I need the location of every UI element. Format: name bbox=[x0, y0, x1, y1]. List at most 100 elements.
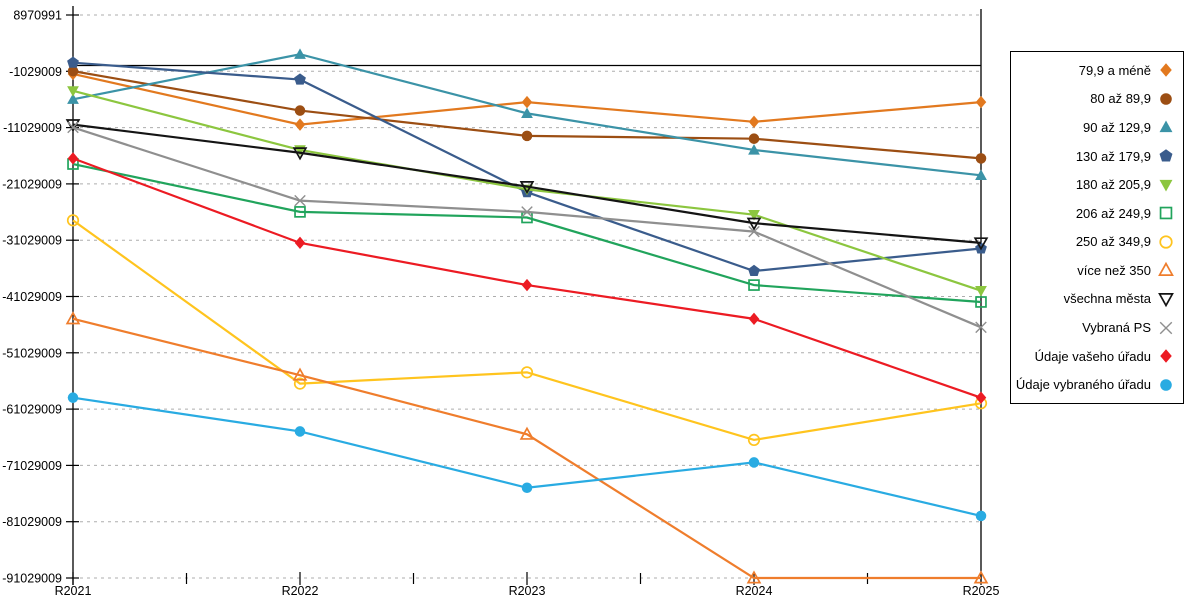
legend-item-90-az-129-9: 90 až 129,9 bbox=[1011, 113, 1183, 142]
legend-item-vsechna-mesta: všechna města bbox=[1011, 285, 1183, 314]
legend-marker-shape-udaje-vybraneho-uradu bbox=[1160, 378, 1172, 391]
marker-triangle-down-vsechna-mesta bbox=[292, 147, 308, 161]
legend-item-79-9-a-mene: 79,9 a méně bbox=[1011, 56, 1183, 85]
y-tick-label: -51029009 bbox=[2, 346, 62, 360]
y-tick-label: -1029009 bbox=[9, 65, 62, 79]
marker-triangle-up-vice-nez-350 bbox=[519, 426, 535, 440]
marker-triangle-up-90-az-129-9 bbox=[67, 93, 79, 104]
series-udaje-vaseho-uradu bbox=[67, 152, 987, 404]
marker-x-vybrana-ps bbox=[521, 206, 533, 218]
series-79-9-a-mene bbox=[67, 67, 987, 131]
series-line-250-az-349-9 bbox=[72, 219, 982, 442]
x-tick-label: R2021 bbox=[55, 584, 92, 598]
y-tick-label: -11029009 bbox=[3, 121, 62, 135]
y-tick-label: -21029009 bbox=[2, 177, 62, 191]
legend-marker-circle-icon bbox=[1160, 93, 1172, 105]
legend-marker-diamond-icon bbox=[1160, 349, 1172, 363]
legend-label: 206 až 249,9 bbox=[1075, 205, 1151, 221]
legend-marker-triangle-down-icon bbox=[1158, 293, 1174, 308]
legend-marker-shape-250-az-349-9 bbox=[1159, 235, 1173, 249]
legend-label: 180 až 205,9 bbox=[1075, 177, 1151, 193]
legend-marker-shape-vice-nez-350 bbox=[1158, 262, 1174, 277]
legend-item-180-az-205-9: 180 až 205,9 bbox=[1011, 170, 1183, 199]
marker-triangle-up-vice-nez-350 bbox=[746, 570, 762, 584]
marker-diamond-79-9-a-mene bbox=[748, 115, 760, 129]
y-tick-label: 8970991 bbox=[13, 9, 62, 23]
legend-marker-triangle-up-icon bbox=[1159, 120, 1173, 133]
legend-marker-triangle-up-icon bbox=[1158, 262, 1174, 277]
legend-marker-shape-vsechna-mesta bbox=[1158, 293, 1174, 308]
legend-label: Údaje vybraného úřadu bbox=[1015, 377, 1151, 393]
marker-triangle-up-90-az-129-9 bbox=[975, 169, 987, 180]
legend-label: 130 až 179,9 bbox=[1075, 148, 1151, 164]
legend-marker-shape-130-az-179-9 bbox=[1159, 149, 1173, 162]
marker-diamond-udaje-vaseho-uradu bbox=[521, 278, 533, 292]
legend-item-250-az-349-9: 250 až 349,9 bbox=[1011, 228, 1183, 257]
marker-x-vybrana-ps bbox=[975, 321, 987, 334]
series-vsechna-mesta bbox=[65, 119, 989, 251]
series-line-udaje-vybraneho-uradu bbox=[72, 396, 982, 517]
series-vice-nez-350 bbox=[65, 311, 989, 584]
legend-label: 80 až 89,9 bbox=[1090, 91, 1151, 107]
marker-triangle-up-vice-nez-350 bbox=[65, 311, 81, 325]
marker-diamond-udaje-vaseho-uradu bbox=[748, 312, 760, 326]
marker-triangle-up-vice-nez-350 bbox=[973, 570, 989, 584]
series-line-206-az-249-9 bbox=[72, 162, 982, 304]
marker-triangle-up-vice-nez-350 bbox=[292, 367, 308, 381]
marker-x-vybrana-ps bbox=[748, 225, 760, 238]
y-tick-label: -91029009 bbox=[2, 572, 62, 586]
marker-circle-udaje-vybraneho-uradu bbox=[521, 482, 533, 494]
marker-triangle-up-90-az-129-9 bbox=[748, 144, 760, 155]
marker-circle-80-az-89-9 bbox=[294, 105, 306, 116]
marker-diamond-79-9-a-mene bbox=[521, 95, 533, 109]
marker-triangle-down-vsechna-mesta bbox=[746, 217, 762, 231]
marker-x-vybrana-ps bbox=[67, 121, 79, 134]
y-tick-label: -81029009 bbox=[2, 515, 62, 529]
marker-x-vybrana-ps bbox=[294, 194, 306, 207]
legend-label: Vybraná PS bbox=[1082, 320, 1151, 336]
series-vybrana-ps bbox=[67, 121, 987, 334]
marker-circle-80-az-89-9 bbox=[67, 65, 79, 77]
marker-diamond-udaje-vaseho-uradu bbox=[975, 391, 987, 404]
x-tick-label: R2025 bbox=[963, 584, 1000, 598]
legend-marker-pentagon-icon bbox=[1159, 149, 1173, 162]
legend-marker-shape-180-az-205-9 bbox=[1159, 179, 1173, 192]
legend: 79,9 a méně 80 až 89,9 90 až 129,9 130 až 1… bbox=[1010, 51, 1184, 404]
series-90-az-129-9 bbox=[67, 48, 987, 180]
series-line-vice-nez-350 bbox=[72, 317, 981, 580]
legend-marker-shape-vybrana-ps bbox=[1159, 321, 1173, 334]
marker-circle-250-az-349-9 bbox=[293, 377, 307, 390]
series-180-az-205-9 bbox=[67, 86, 987, 297]
marker-diamond-79-9-a-mene bbox=[294, 118, 306, 131]
marker-pentagon-130-az-179-9 bbox=[294, 73, 306, 85]
legend-label: všechna města bbox=[1063, 291, 1151, 307]
marker-pentagon-130-az-179-9 bbox=[67, 56, 79, 68]
legend-label: 90 až 129,9 bbox=[1083, 119, 1151, 135]
marker-triangle-down-180-az-205-9 bbox=[748, 210, 760, 221]
legend-marker-triangle-down-icon bbox=[1159, 179, 1173, 192]
marker-circle-80-az-89-9 bbox=[748, 133, 760, 144]
y-tick-label: -71029009 bbox=[2, 459, 62, 473]
legend-marker-circle-icon bbox=[1160, 378, 1172, 391]
x-tick-label: R2022 bbox=[282, 584, 319, 598]
y-axis: 8970991 -1029009 -11029009 -21029009 -310290… bbox=[2, 9, 79, 586]
marker-circle-250-az-349-9 bbox=[66, 214, 80, 227]
legend-item-vybrana-ps: Vybraná PS bbox=[1011, 313, 1183, 342]
legend-marker-diamond-icon bbox=[1160, 63, 1172, 78]
series-80-az-89-9 bbox=[67, 65, 987, 164]
legend-marker-shape-90-az-129-9 bbox=[1159, 120, 1173, 133]
marker-square-206-az-249-9 bbox=[748, 279, 760, 291]
marker-triangle-down-vsechna-mesta bbox=[519, 181, 535, 195]
marker-pentagon-130-az-179-9 bbox=[748, 264, 760, 277]
y-tick-label: -31029009 bbox=[2, 234, 62, 248]
x-axis: R2021 R2022 R2023 R2024 R2025 bbox=[55, 572, 1000, 598]
series-130-az-179-9 bbox=[67, 56, 987, 277]
legend-marker-x-icon bbox=[1159, 321, 1173, 334]
line-chart: 8970991 -1029009 -11029009 -21029009 -310290… bbox=[2, 6, 1000, 598]
legend-marker-shape-udaje-vaseho-uradu bbox=[1160, 349, 1172, 363]
series-250-az-349-9 bbox=[66, 214, 988, 447]
marker-triangle-down-180-az-205-9 bbox=[67, 86, 79, 97]
legend-item-vice-nez-350: více než 350 bbox=[1011, 256, 1183, 285]
marker-triangle-down-180-az-205-9 bbox=[975, 286, 987, 297]
